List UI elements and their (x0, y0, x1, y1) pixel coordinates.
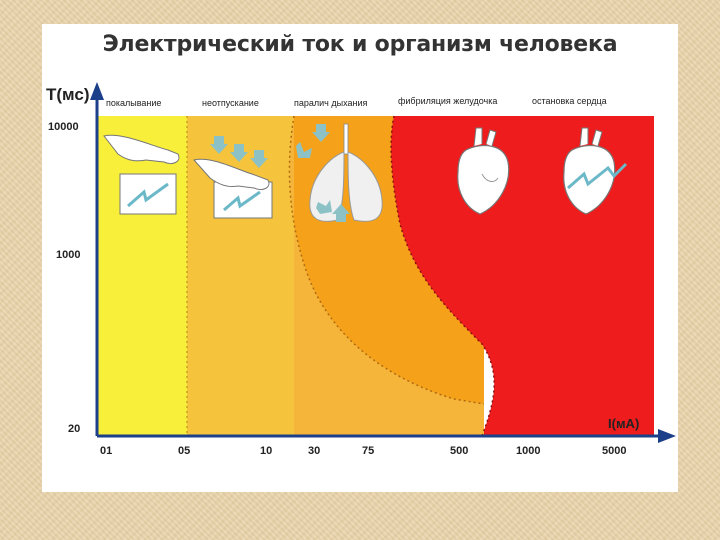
zone-label-fibrillation: фибриляция желудочка (398, 96, 497, 106)
zone-label-breathing: паралич дыхания (294, 98, 367, 108)
x-axis-arrow (658, 429, 676, 443)
x-tick-5000: 5000 (602, 445, 626, 457)
slide-title: Электрический ток и организм человека (102, 32, 618, 57)
y-axis-label: T(мс) (46, 85, 90, 104)
x-axis-label: I(мА) (608, 416, 639, 431)
y-axis-arrow (90, 82, 104, 100)
heart-icon (457, 127, 510, 215)
zone-label-non-release: неотпускание (202, 98, 259, 108)
zone-breathing-boundary (289, 116, 484, 436)
y-tick-20: 20 (68, 423, 80, 435)
x-tick-75: 75 (362, 445, 374, 457)
x-tick-30: 30 (308, 445, 320, 457)
heart-shock-icon (563, 127, 628, 215)
lungs-icon (296, 123, 383, 222)
slide: Электрический ток и организм человека T(… (42, 24, 678, 492)
y-tick-1000: 1000 (56, 249, 80, 261)
x-tick-10: 10 (260, 445, 272, 457)
hand-icon (103, 134, 180, 215)
current-effects-diagram: T(мс) I(мА) 10000 1000 20 01 05 10 30 75… (46, 82, 676, 457)
hand-arrows-icon (193, 136, 273, 219)
x-tick-05: 05 (178, 445, 190, 457)
y-tick-10000: 10000 (48, 121, 79, 133)
x-tick-500: 500 (450, 445, 468, 457)
x-tick-01: 01 (100, 445, 112, 457)
x-tick-1000: 1000 (516, 445, 540, 457)
zone-tingling (97, 116, 187, 436)
zone-label-cardiac-arrest: остановка сердца (532, 96, 607, 106)
zone-label-tingling: покалывание (106, 98, 161, 108)
